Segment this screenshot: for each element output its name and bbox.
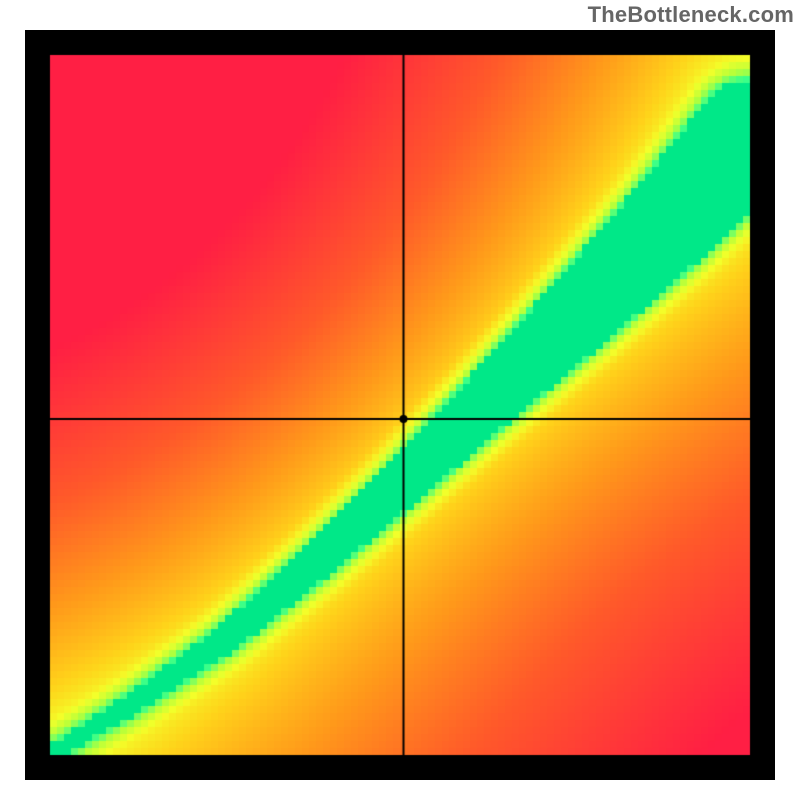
figure-container: TheBottleneck.com [0, 0, 800, 800]
bottleneck-heatmap [25, 30, 775, 780]
watermark-text: TheBottleneck.com [588, 2, 794, 28]
